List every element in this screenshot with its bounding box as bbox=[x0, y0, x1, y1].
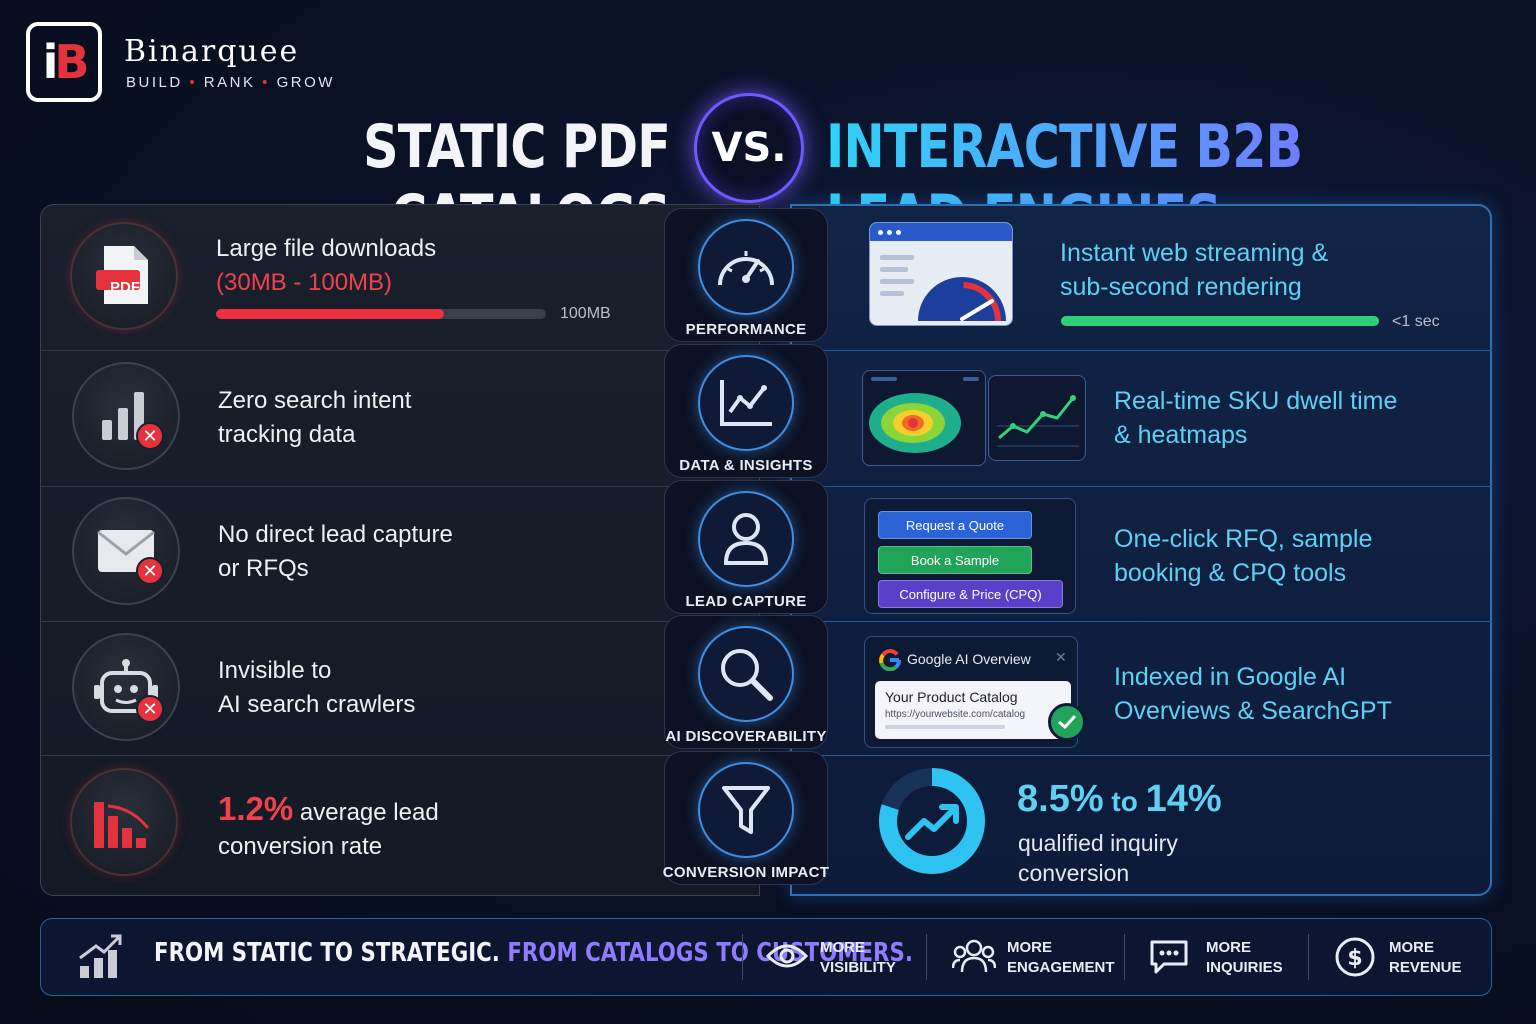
funnel-icon bbox=[698, 762, 794, 858]
footer-item-revenue: MORE REVENUE bbox=[1389, 939, 1462, 976]
search-result[interactable]: Your Product Catalog https://yourwebsite… bbox=[875, 681, 1071, 739]
category-ai-discoverability: AI DISCOVERABILITY bbox=[664, 615, 828, 749]
brand-logo: iB bbox=[26, 22, 102, 102]
right-row4-text: Indexed in Google AI Overviews & SearchG… bbox=[1114, 663, 1392, 725]
category-lead-capture: LEAD CAPTURE bbox=[664, 480, 828, 614]
render-speed-fill bbox=[1061, 316, 1379, 326]
download-size-fill bbox=[216, 309, 444, 319]
declining-chart-icon bbox=[70, 768, 178, 876]
people-icon bbox=[952, 939, 996, 973]
footer-tagline: FROM STATIC TO STRATEGIC. FROM CATALOGS … bbox=[154, 938, 913, 968]
row-divider bbox=[40, 350, 760, 351]
right-row5-headline: 8.5% to 14% bbox=[1017, 778, 1222, 820]
svg-text:$: $ bbox=[1347, 946, 1362, 971]
left-row1-text: Large file downloads (30MB - 100MB) bbox=[216, 235, 437, 296]
right-row1-text: Instant web streaming & sub-second rende… bbox=[1060, 239, 1329, 301]
line-chart-icon bbox=[698, 355, 794, 451]
logo-mark: iB bbox=[42, 35, 90, 89]
render-speed-label: <1 sec bbox=[1392, 313, 1440, 330]
growth-chart-icon bbox=[79, 934, 122, 978]
brand-name: Binarquee bbox=[124, 34, 300, 69]
render-speed-bar bbox=[1061, 316, 1379, 326]
footer-item-visibility: MORE VISIBILITY bbox=[820, 939, 896, 976]
eye-icon bbox=[766, 944, 808, 968]
download-size-label: 100MB bbox=[560, 305, 611, 322]
left-row5-text: 1.2% average lead conversion rate bbox=[218, 790, 439, 861]
left-row4-text: Invisible to AI search crawlers bbox=[218, 657, 416, 718]
category-data-insights: DATA & INSIGHTS bbox=[664, 344, 828, 478]
conversion-donut bbox=[879, 768, 985, 874]
category-performance: PERFORMANCE bbox=[664, 208, 828, 342]
row-divider bbox=[790, 350, 1492, 351]
vs-badge: VS. bbox=[694, 93, 804, 203]
x-badge-icon: ✕ bbox=[136, 557, 164, 585]
google-ai-overview-card: Google AI Overview ✕ Your Product Catalo… bbox=[864, 636, 1078, 748]
left-row2-text: Zero search intent tracking data bbox=[218, 387, 412, 448]
footer-banner bbox=[40, 918, 1492, 996]
row-divider bbox=[40, 621, 760, 622]
right-row2-text: Real-time SKU dwell time & heatmaps bbox=[1114, 387, 1398, 449]
request-quote-button[interactable]: Request a Quote bbox=[878, 511, 1032, 539]
dollar-icon: $ bbox=[1335, 937, 1375, 977]
magnifier-icon bbox=[698, 626, 794, 722]
envelope-icon: ✕ bbox=[72, 497, 180, 605]
close-icon[interactable]: ✕ bbox=[1055, 649, 1067, 665]
google-g-icon bbox=[879, 649, 901, 671]
row-divider bbox=[790, 621, 1492, 622]
donut-fill bbox=[879, 768, 985, 874]
row-divider bbox=[40, 486, 760, 487]
trend-up-icon bbox=[905, 806, 957, 840]
footer-item-engagement: MORE ENGAGEMENT bbox=[1007, 939, 1115, 976]
heatmap-illustration bbox=[862, 370, 986, 466]
category-conversion-impact: CONVERSION IMPACT bbox=[663, 751, 829, 885]
check-icon bbox=[1048, 703, 1086, 741]
chat-icon bbox=[1150, 940, 1188, 974]
x-badge-icon: ✕ bbox=[136, 422, 164, 450]
bar-chart-icon: ✕ bbox=[72, 362, 180, 470]
row-divider bbox=[790, 486, 1492, 487]
row-divider bbox=[40, 755, 760, 756]
right-row5-text: qualified inquiry conversion bbox=[1018, 830, 1178, 886]
footer-item-inquiries: MORE INQUIRIES bbox=[1206, 939, 1283, 976]
left-row3-text: No direct lead capture or RFQs bbox=[218, 521, 453, 582]
robot-icon: ✕ bbox=[72, 633, 180, 741]
right-row3-text: One-click RFQ, sample booking & CPQ tool… bbox=[1114, 525, 1373, 587]
pdf-file-icon: PDF bbox=[70, 222, 178, 330]
trend-chart-illustration bbox=[988, 375, 1086, 461]
person-icon bbox=[698, 491, 794, 587]
row-divider bbox=[790, 755, 1492, 756]
download-size-bar bbox=[216, 309, 546, 319]
book-sample-button[interactable]: Book a Sample bbox=[878, 546, 1032, 574]
speedometer-icon bbox=[698, 219, 794, 315]
brand-tagline: BUILD • RANK • GROW bbox=[126, 74, 335, 91]
configure-price-button[interactable]: Configure & Price (CPQ) bbox=[878, 580, 1063, 608]
browser-speed-illustration bbox=[869, 222, 1013, 326]
x-badge-icon: ✕ bbox=[136, 695, 164, 723]
